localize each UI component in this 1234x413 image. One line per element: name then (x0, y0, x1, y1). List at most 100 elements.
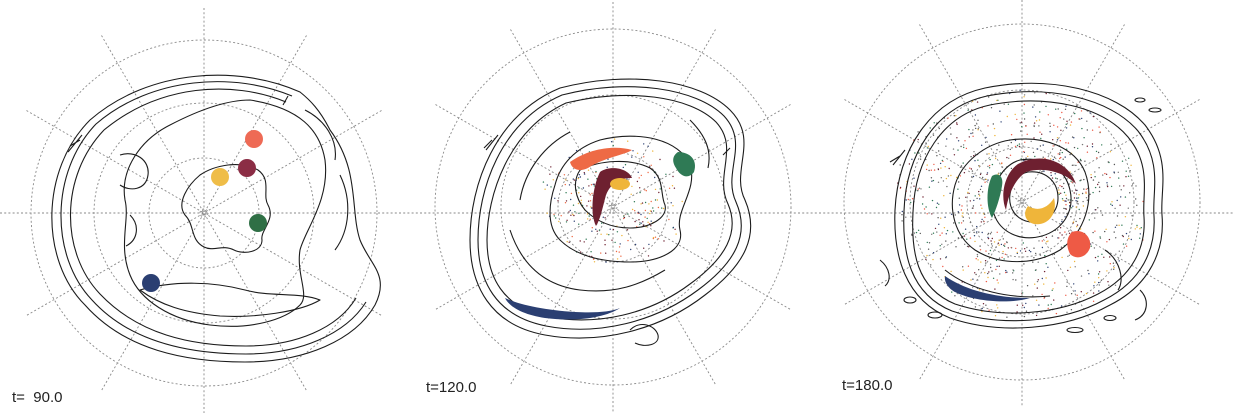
tracer-dot (1083, 178, 1085, 181)
tracer-dot (647, 221, 649, 223)
tracer-dot (996, 149, 998, 151)
tracer-dot (978, 195, 981, 197)
tracer-dot (1067, 199, 1069, 201)
tracer-dot (994, 288, 996, 290)
tracer-dot (644, 216, 646, 218)
tracer-dot (1015, 279, 1017, 281)
tracer-dot (976, 225, 978, 228)
tracer-dot (925, 258, 927, 260)
tracer-dot (1007, 103, 1010, 106)
tracer-dot (1098, 190, 1101, 193)
tracer-dot (946, 138, 948, 140)
tracer-dot (568, 184, 571, 186)
tracer-dot (631, 185, 633, 188)
tracer-dot (570, 214, 572, 216)
tracer-dot (996, 279, 998, 281)
tracer-dot (1136, 226, 1138, 228)
tracer-dot (1099, 131, 1101, 133)
tracer-dot (963, 146, 965, 149)
tracer-dot (1121, 224, 1123, 226)
tracer-dot (1110, 203, 1112, 205)
tracer-dot (1066, 120, 1068, 123)
tracer-dot (981, 231, 983, 234)
tracer-dot (980, 221, 982, 223)
tracer-dot (608, 234, 610, 236)
tracer-dot (1064, 231, 1066, 233)
tracer-dot (586, 205, 588, 207)
panel-t90: t= 90.0 (12, 8, 382, 413)
tracer-dot (1041, 246, 1044, 249)
tracer-dot (926, 241, 928, 244)
tracer-dot (623, 215, 625, 217)
tracer-dot (1082, 205, 1085, 207)
tracer-dot (626, 178, 628, 180)
tracer-dot (990, 231, 993, 233)
tracer-dot (989, 233, 992, 235)
tracer-dot (954, 214, 956, 216)
tracer-dot (570, 192, 573, 195)
tracer-dot (911, 158, 913, 160)
tracer-dot (1025, 125, 1027, 127)
tracer-dot (590, 207, 593, 209)
tracer-dot (931, 233, 933, 235)
tracer-dot (1106, 185, 1109, 188)
tracer-dot (967, 109, 969, 112)
tracer-dot (1036, 287, 1039, 289)
tracer-dot (592, 183, 594, 185)
tracer-dot (1061, 198, 1064, 200)
tracer-dot (1075, 220, 1077, 223)
tracer-dot (962, 220, 965, 222)
tracer-dot (989, 249, 992, 252)
tracer-dot (1071, 199, 1074, 202)
tracer-dot (578, 223, 580, 225)
tracer-dot (668, 218, 670, 221)
tracer-dot (1069, 201, 1071, 204)
tracer-dot (1087, 269, 1089, 272)
tracer-dot (1051, 177, 1054, 179)
tracer-dot (928, 186, 931, 188)
tracer-dot (905, 216, 907, 218)
tracer-dot (1007, 145, 1009, 147)
tracer-dot (638, 219, 640, 221)
tracer-dot (1037, 279, 1040, 281)
tracer-dot (929, 127, 931, 129)
tracer-dot (1129, 170, 1131, 172)
filament-maroon (592, 168, 632, 226)
tracer-dot (583, 241, 585, 243)
tracer-dot (945, 233, 947, 235)
tracer-dot (950, 174, 952, 177)
tracer-dot (1094, 256, 1097, 259)
tracer-dot (654, 236, 657, 238)
tracer-dot (955, 246, 957, 248)
tracer-dot (1124, 196, 1127, 198)
tracer-dot (595, 228, 597, 230)
tracer-dot (973, 235, 976, 237)
grid-circle (30, 39, 378, 387)
tracer-dot (622, 166, 624, 169)
tracer-dot (972, 278, 974, 280)
tracer-dot (1090, 174, 1092, 176)
tracer-dot (1070, 309, 1073, 311)
tracer-dot (573, 220, 575, 222)
tracer-dot (1119, 204, 1121, 206)
tracer-dot (953, 154, 956, 156)
tracer-dot (1042, 156, 1044, 158)
tracer-dot (918, 187, 921, 189)
tracer-dot (1090, 176, 1093, 179)
tracer-dot (1120, 196, 1122, 198)
tracer-dot (965, 196, 967, 198)
tracer-dot (1072, 174, 1074, 176)
tracer-dot (1060, 305, 1063, 307)
tracer-dot (1021, 125, 1023, 128)
tracer-dot (578, 187, 580, 189)
tracer-dot (1016, 251, 1018, 254)
tracer-dot (675, 233, 677, 235)
tracer-dot (977, 259, 979, 261)
tracer-dot (573, 214, 575, 217)
tracer-dot (618, 246, 621, 248)
tracer-dot (974, 114, 977, 116)
tracer-dot (1035, 120, 1038, 122)
tracer-dot (1033, 104, 1035, 106)
tracer-dot (960, 145, 962, 148)
tracer-dot (1005, 269, 1007, 272)
